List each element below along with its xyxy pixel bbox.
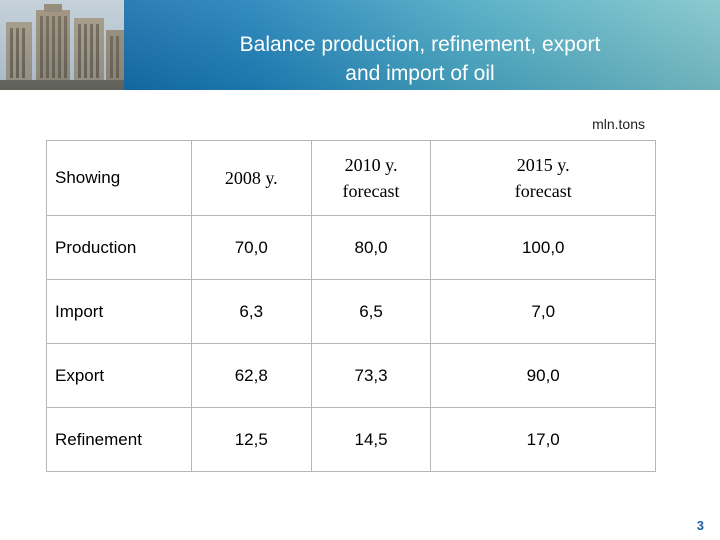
header-2008-text: 2008 y. bbox=[224, 168, 278, 188]
slide-title: Balance production, refinement, export a… bbox=[160, 30, 680, 88]
cell-production-2015: 100,0 bbox=[430, 215, 656, 280]
cell-import-2010: 6,5 bbox=[310, 279, 432, 344]
table-row: Refinement 12,5 14,5 17,0 bbox=[46, 407, 656, 472]
header-2008: 2008 y. bbox=[190, 140, 312, 216]
cell-export-2015: 90,0 bbox=[430, 343, 656, 408]
row-label-export: Export bbox=[46, 343, 192, 408]
cell-production-2008: 70,0 bbox=[190, 215, 312, 280]
header-shade bbox=[0, 0, 720, 90]
cell-import-2008: 6,3 bbox=[190, 279, 312, 344]
header-showing-text: Showing bbox=[55, 168, 121, 187]
table-row: Import 6,3 6,5 7,0 bbox=[46, 279, 656, 344]
header-banner: Balance production, refinement, export a… bbox=[0, 0, 720, 90]
slide-title-line2: and import of oil bbox=[345, 62, 495, 85]
cell-production-2010: 80,0 bbox=[310, 215, 432, 280]
slide-title-line1: Balance production, refinement, export bbox=[239, 33, 601, 56]
cell-refinement-2010: 14,5 bbox=[310, 407, 432, 472]
building-photo bbox=[0, 0, 124, 90]
cell-refinement-2015: 17,0 bbox=[430, 407, 656, 472]
table-row: Production 70,0 80,0 100,0 bbox=[46, 215, 656, 280]
cell-refinement-2008: 12,5 bbox=[190, 407, 312, 472]
header-2010-year: 2010 y. bbox=[344, 155, 398, 175]
cell-export-2008: 62,8 bbox=[190, 343, 312, 408]
header-2015-year: 2015 y. bbox=[516, 155, 570, 175]
cell-export-2010: 73,3 bbox=[310, 343, 432, 408]
row-label-import: Import bbox=[46, 279, 192, 344]
row-label-production: Production bbox=[46, 215, 192, 280]
page-number: 3 bbox=[696, 518, 704, 533]
row-label-refinement: Refinement bbox=[46, 407, 192, 472]
header-2010-note: forecast bbox=[342, 181, 400, 201]
header-2015-note: forecast bbox=[514, 181, 572, 201]
cell-import-2015: 7,0 bbox=[430, 279, 656, 344]
oil-balance-table: Showing 2008 y. 2010 y. forecast 2015 y. f… bbox=[46, 140, 656, 472]
header-2010: 2010 y. forecast bbox=[310, 140, 432, 216]
unit-label: mln.tons bbox=[592, 116, 645, 132]
table-header-row: Showing 2008 y. 2010 y. forecast 2015 y. f… bbox=[46, 140, 656, 216]
table-row: Export 62,8 73,3 90,0 bbox=[46, 343, 656, 408]
header-2015: 2015 y. forecast bbox=[430, 140, 656, 216]
header-showing: Showing bbox=[46, 140, 192, 216]
